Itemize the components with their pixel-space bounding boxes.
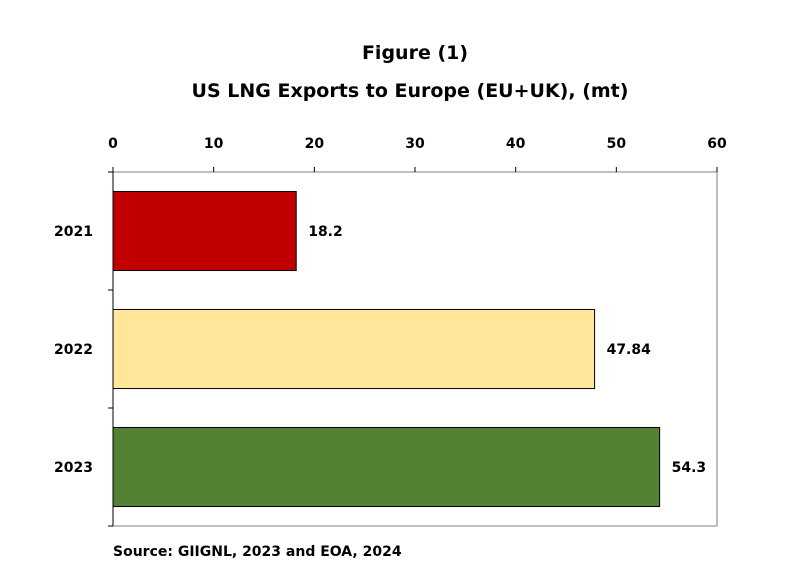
x-tick-label: 10 <box>204 136 224 152</box>
value-label: 54.3 <box>672 460 707 476</box>
value-label: 18.2 <box>308 224 343 240</box>
bar-2022 <box>112 308 596 390</box>
category-label: 2023 <box>54 460 93 476</box>
category-label: 2021 <box>54 224 93 240</box>
x-tick-label: 30 <box>405 136 425 152</box>
y-axis: 2021 2022 2023 <box>54 171 113 527</box>
source-note: Source: GIIGNL, 2023 and EOA, 2024 <box>113 544 402 560</box>
bar-2021 <box>112 190 297 272</box>
x-tick-label: 60 <box>707 136 727 152</box>
category-label: 2022 <box>54 342 93 358</box>
x-tick-label: 40 <box>506 136 526 152</box>
bars: 18.2 47.84 54.3 <box>112 190 707 508</box>
chart-title: Figure (1) <box>362 42 468 64</box>
bar-2023 <box>112 426 661 508</box>
x-tick-label: 20 <box>305 136 325 152</box>
chart-subtitle: US LNG Exports to Europe (EU+UK), (mt) <box>192 80 629 102</box>
value-label: 47.84 <box>607 342 652 358</box>
x-axis: 0 10 20 30 40 50 60 <box>108 136 727 172</box>
x-tick-label: 50 <box>607 136 627 152</box>
x-tick-label: 0 <box>108 136 118 152</box>
